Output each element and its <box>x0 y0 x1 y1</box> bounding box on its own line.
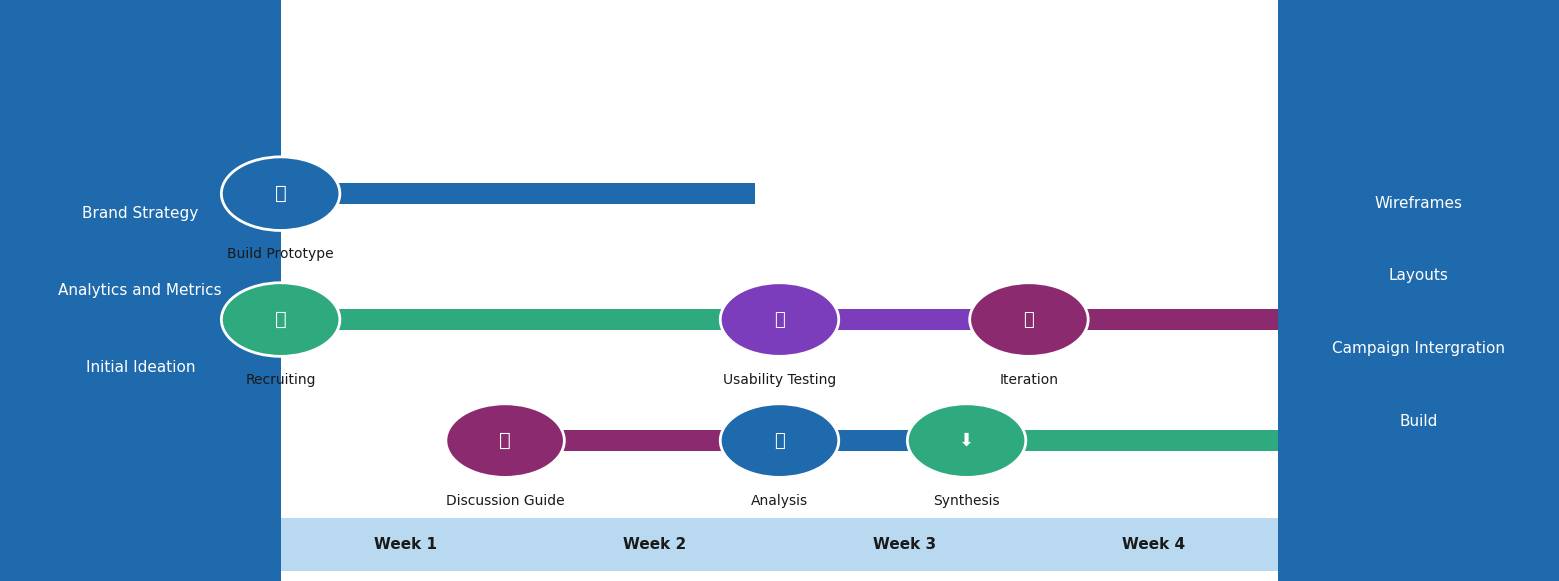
Circle shape <box>970 283 1088 356</box>
Circle shape <box>907 404 1026 478</box>
Text: Analytics and Metrics: Analytics and Metrics <box>59 283 221 298</box>
Text: Iteration: Iteration <box>999 373 1059 387</box>
Text: Week 3: Week 3 <box>873 537 935 552</box>
Text: 🏷: 🏷 <box>775 432 784 450</box>
Text: Week 4: Week 4 <box>1122 537 1185 552</box>
Text: Build Prototype: Build Prototype <box>228 247 334 261</box>
FancyBboxPatch shape <box>780 430 1004 451</box>
Text: 🖥: 🖥 <box>274 184 287 203</box>
Text: Recruiting: Recruiting <box>245 373 316 387</box>
Circle shape <box>221 283 340 356</box>
Text: Week 1: Week 1 <box>374 537 437 552</box>
FancyBboxPatch shape <box>281 309 929 330</box>
Text: Usability Testing: Usability Testing <box>723 373 836 387</box>
Text: Campaign Intergration: Campaign Intergration <box>1333 341 1504 356</box>
Text: 📋: 📋 <box>499 431 511 450</box>
Text: Brand Strategy: Brand Strategy <box>83 206 198 221</box>
FancyBboxPatch shape <box>281 518 1278 571</box>
FancyBboxPatch shape <box>505 430 829 451</box>
FancyBboxPatch shape <box>1029 309 1278 330</box>
FancyBboxPatch shape <box>281 183 755 205</box>
Text: Layouts: Layouts <box>1389 268 1448 284</box>
Text: Build: Build <box>1400 414 1437 429</box>
FancyBboxPatch shape <box>1278 0 1559 581</box>
Text: ⬇: ⬇ <box>959 432 974 450</box>
Text: Initial Ideation: Initial Ideation <box>86 360 195 375</box>
Text: Discussion Guide: Discussion Guide <box>446 494 564 508</box>
Text: Analysis: Analysis <box>751 494 808 508</box>
Circle shape <box>720 283 839 356</box>
FancyBboxPatch shape <box>0 0 281 581</box>
Circle shape <box>446 404 564 478</box>
Text: 💬: 💬 <box>775 311 784 328</box>
Circle shape <box>221 157 340 231</box>
Circle shape <box>720 404 839 478</box>
FancyBboxPatch shape <box>780 309 1004 330</box>
FancyBboxPatch shape <box>967 430 1278 451</box>
Text: Synthesis: Synthesis <box>934 494 999 508</box>
Text: Wireframes: Wireframes <box>1375 196 1462 211</box>
Text: 🔄: 🔄 <box>1024 311 1034 328</box>
Text: 👥: 👥 <box>274 310 287 329</box>
Text: Week 2: Week 2 <box>624 537 686 552</box>
